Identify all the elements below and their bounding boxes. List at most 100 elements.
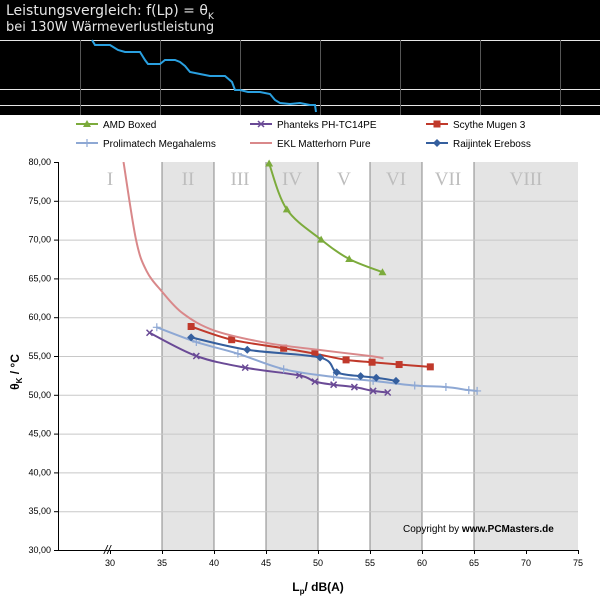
series-marker: [392, 376, 400, 385]
series-raijintek-ereboss: [187, 333, 400, 385]
legend: AMD Boxed Phanteks PH-TC14PE Scythe Mugen …: [76, 120, 531, 150]
y-tick-label: 80,00: [28, 157, 51, 167]
series-marker: [329, 372, 338, 381]
x-tick-label: 70: [521, 558, 531, 568]
legend-item: EKL Matterhorn Pure: [250, 139, 371, 150]
x-tick-label: 55: [365, 558, 375, 568]
series-marker: [426, 363, 434, 371]
y-tick-label: 30,00: [28, 545, 51, 555]
series-lines: [122, 159, 482, 397]
header-banner: Leistungsvergleich: f(Lp) = θK bei 130W …: [0, 0, 600, 115]
series-marker: [241, 364, 249, 372]
legend-label: AMD Boxed: [103, 120, 156, 131]
series-line: [122, 162, 384, 360]
legend-item: Prolimatech Megahalems: [76, 139, 216, 150]
series-marker: [345, 255, 354, 262]
y-tick-label: 55,00: [28, 351, 51, 361]
series-marker: [228, 336, 236, 344]
legend-label: Raijintek Ereboss: [453, 139, 531, 150]
series-marker: [473, 386, 482, 395]
spectrum-graphic: [0, 39, 600, 115]
header-grid: [0, 40, 600, 106]
legend-label: Phanteks PH-TC14PE: [277, 120, 377, 131]
series-marker: [187, 323, 195, 331]
series-marker: [332, 368, 341, 377]
series-marker: [433, 120, 441, 128]
series-marker: [265, 159, 274, 167]
series-marker: [187, 333, 196, 342]
series-marker: [145, 329, 154, 337]
series-marker: [350, 383, 358, 391]
zone-label: V: [337, 169, 351, 190]
y-tick-label: 35,00: [28, 506, 51, 516]
x-tick-label: 75: [573, 558, 583, 568]
zone-labels: I II III IV V VI VII VIII: [107, 169, 543, 190]
x-tick-label: 30: [105, 558, 115, 568]
chart-title: Leistungsvergleich: f(Lp) = θK: [6, 3, 214, 22]
series-marker: [83, 139, 91, 147]
zone-label: VIII: [510, 169, 543, 190]
y-tick-label: 40,00: [28, 467, 51, 477]
y-tick-label: 50,00: [28, 390, 51, 400]
axis-break: //: [103, 543, 112, 557]
x-tick-label: 40: [209, 558, 219, 568]
header-ticks: [80, 40, 561, 115]
series-marker: [330, 381, 338, 389]
header-spectrum-line: [91, 39, 317, 113]
series-marker: [464, 386, 473, 395]
series-marker: [342, 356, 350, 364]
legend-item: Scythe Mugen 3: [426, 120, 526, 131]
copyright-note: Copyright by www.PCMasters.de: [403, 524, 554, 535]
series-line: [156, 326, 478, 392]
series-marker: [257, 120, 265, 128]
series-marker: [311, 350, 319, 358]
legend-item: Raijintek Ereboss: [426, 139, 531, 150]
series-ekl-matterhorn-pure: [122, 162, 384, 360]
y-tick-label: 45,00: [28, 429, 51, 439]
series-prolimatech-megahalems: [152, 323, 482, 395]
series-marker: [317, 235, 326, 243]
y-axis-title: θK / °C: [8, 354, 24, 390]
x-axis-title: Lp/ dB(A): [292, 580, 344, 596]
series-marker: [152, 323, 161, 332]
legend-label: Prolimatech Megahalems: [103, 139, 216, 150]
zone-label: III: [231, 169, 250, 190]
y-tick-label: 75,00: [28, 196, 51, 206]
zone-label: IV: [282, 169, 302, 190]
y-tick-label: 60,00: [28, 312, 51, 322]
series-marker: [395, 361, 403, 369]
series-marker: [356, 372, 365, 381]
y-tick-label: 65,00: [28, 273, 51, 283]
axes: 30,00 35,00 40,00 45,00 50,00 55,00 60,00 65,00…: [8, 157, 583, 596]
zone-label: VII: [435, 169, 461, 190]
legend-item: AMD Boxed: [76, 120, 156, 131]
x-tick-label: 50: [313, 558, 323, 568]
legend-item: Phanteks PH-TC14PE: [250, 120, 377, 131]
series-marker: [83, 120, 91, 127]
series-scythe-mugen-3: [187, 323, 434, 371]
y-tick-label: 70,00: [28, 235, 51, 245]
legend-label: Scythe Mugen 3: [453, 120, 526, 131]
series-marker: [192, 352, 200, 360]
series-marker: [233, 349, 242, 358]
series-marker: [378, 268, 387, 276]
series-marker: [384, 388, 392, 397]
legend-label: EKL Matterhorn Pure: [277, 139, 371, 150]
series-marker: [279, 365, 288, 374]
series-marker: [410, 381, 419, 390]
series-marker: [316, 353, 325, 362]
x-tick-label: 65: [469, 558, 479, 568]
series-marker: [433, 139, 441, 147]
x-tick-label: 45: [261, 558, 271, 568]
series-marker: [311, 378, 319, 386]
zone-label: VI: [386, 169, 406, 190]
zone-label: II: [182, 169, 195, 190]
series-marker: [441, 383, 450, 392]
chart-subtitle: bei 130W Wärmeverlustleistung: [6, 20, 215, 35]
x-tick-label: 35: [157, 558, 167, 568]
series-marker: [243, 345, 252, 354]
series-amd-boxed: [265, 159, 387, 276]
x-tick-label: 60: [417, 558, 427, 568]
series-marker: [368, 358, 376, 366]
